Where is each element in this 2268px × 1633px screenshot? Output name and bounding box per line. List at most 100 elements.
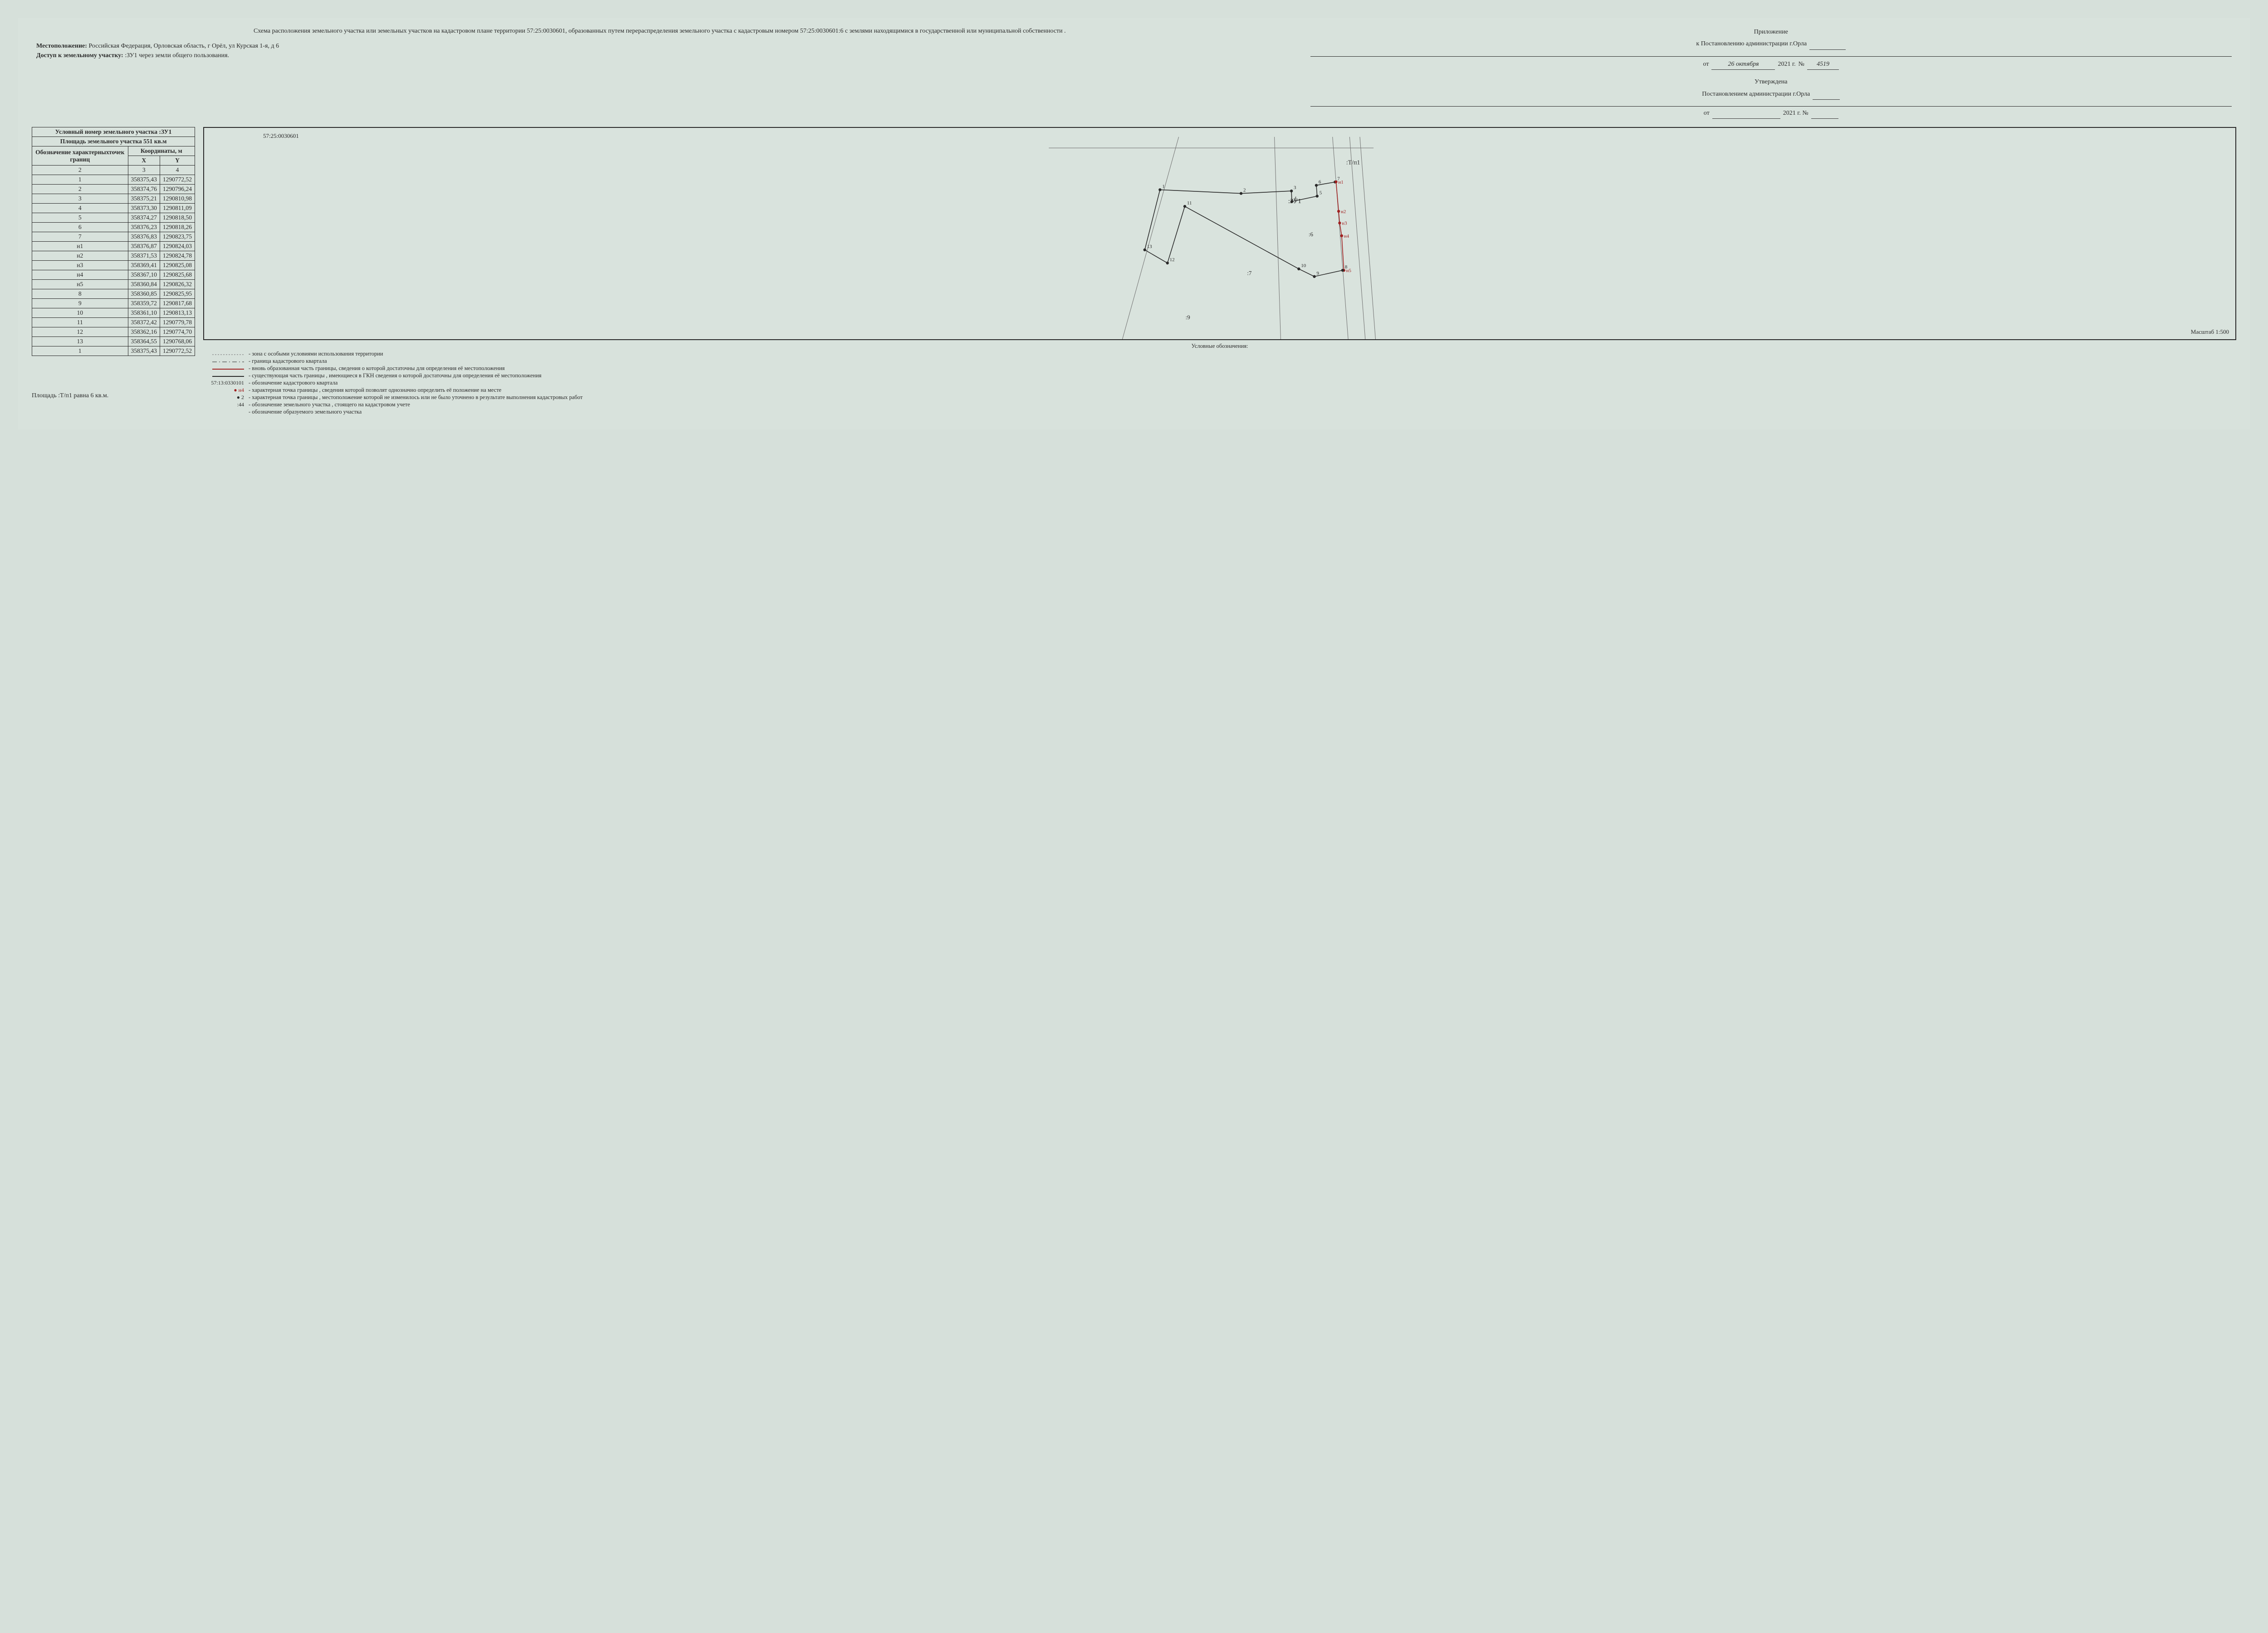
svg-text::6: :6 xyxy=(1309,231,1314,238)
table-cell: 358362,16 xyxy=(128,327,160,337)
approval-line2: Постановлением администрации г.Орла xyxy=(1702,89,1810,99)
table-cell: 1290774,70 xyxy=(160,327,195,337)
approval-year: 2021 г. xyxy=(1778,59,1795,69)
plan-svg: 1234567н1н2н3н4н58910111213:6:7:9:ЗУ1:Т/… xyxy=(204,128,2235,339)
location-value: Российская Федерация, Орловская область,… xyxy=(88,43,279,49)
table-row: 2358374,761290796,24 xyxy=(32,185,195,194)
table-cell: 358369,41 xyxy=(128,261,160,270)
svg-text:6: 6 xyxy=(1319,180,1321,185)
location-label: Местоположение: xyxy=(36,43,87,49)
svg-text:8: 8 xyxy=(1345,264,1348,270)
approval-year2: 2021 г. № xyxy=(1783,108,1809,118)
legend: Условные обозначения: - зона с особыми у… xyxy=(203,343,2236,415)
approval-blank1 xyxy=(1809,39,1846,49)
table-row: 8358360,851290825,95 xyxy=(32,289,195,299)
table-cell: 11 xyxy=(32,318,128,327)
legend-row: :44- обозначение земельного участка , ст… xyxy=(203,401,2236,408)
svg-text:11: 11 xyxy=(1187,200,1192,206)
table-cell: 1290768,06 xyxy=(160,337,195,346)
legend-text: - зона с особыми условиями использования… xyxy=(249,351,2236,357)
header-main-block: Схема расположения земельного участка ил… xyxy=(32,27,1288,119)
table-row: н3358369,411290825,08 xyxy=(32,261,195,270)
header-main-text: Схема расположения земельного участка ил… xyxy=(36,27,1283,36)
legend-row: - вновь образованная часть границы, свед… xyxy=(203,365,2236,372)
legend-symbol xyxy=(203,365,244,372)
svg-text:н1: н1 xyxy=(1338,180,1343,185)
approval-approved: Утверждена xyxy=(1310,77,2232,87)
approval-num: 4519 xyxy=(1807,59,1839,70)
svg-text:12: 12 xyxy=(1170,257,1175,263)
table-row: 1358375,431290772,52 xyxy=(32,175,195,185)
table-cell: н2 xyxy=(32,251,128,261)
table-row: н1358376,871290824,03 xyxy=(32,242,195,251)
table-row: 11358372,421290779,78 xyxy=(32,318,195,327)
table-cell: 358364,55 xyxy=(128,337,160,346)
table-cell: 358376,83 xyxy=(128,232,160,242)
table-row: 4358373,301290811,09 xyxy=(32,204,195,213)
legend-symbol: 57:13:0330101 xyxy=(203,380,244,386)
approval-blank4 xyxy=(1811,108,1838,119)
legend-symbol xyxy=(203,358,244,365)
svg-text:13: 13 xyxy=(1147,244,1152,249)
table-cell: 10 xyxy=(32,308,128,318)
table-idx4: 4 xyxy=(160,166,195,175)
table-cell: 358375,43 xyxy=(128,346,160,356)
legend-symbol: ● 2 xyxy=(203,394,244,401)
table-cell: 1290824,03 xyxy=(160,242,195,251)
table-cell: 1290825,08 xyxy=(160,261,195,270)
legend-text: - обозначение образуемого земельного уча… xyxy=(249,409,2236,415)
table-cell: 1290825,68 xyxy=(160,270,195,280)
coords-table: Условный номер земельного участка :ЗУ1 П… xyxy=(32,127,195,356)
table-cell: 358374,27 xyxy=(128,213,160,223)
access-label: Доступ к земельному участку: xyxy=(36,52,123,59)
legend-text: - обозначение земельного участка , стоящ… xyxy=(249,401,2236,408)
table-column: Условный номер земельного участка :ЗУ1 П… xyxy=(32,127,195,400)
approval-date: 26 октября xyxy=(1711,59,1775,70)
table-cell: 358360,84 xyxy=(128,280,160,289)
table-row: н4358367,101290825,68 xyxy=(32,270,195,280)
legend-text: - характерная точка границы , местополож… xyxy=(249,394,2236,401)
table-idx2: 2 xyxy=(32,166,128,175)
table-cell: 1 xyxy=(32,346,128,356)
table-cell: 358367,10 xyxy=(128,270,160,280)
table-row: 10358361,101290813,13 xyxy=(32,308,195,318)
legend-symbol xyxy=(203,351,244,357)
approval-blank3 xyxy=(1712,108,1780,119)
table-cell: 1290813,13 xyxy=(160,308,195,318)
table-h1: Условный номер земельного участка :ЗУ1 xyxy=(32,127,195,137)
table-row: 6358376,231290818,26 xyxy=(32,223,195,232)
svg-text:н4: н4 xyxy=(1344,234,1349,239)
svg-text::ЗУ1: :ЗУ1 xyxy=(1288,198,1301,205)
table-row: 3358375,211290810,98 xyxy=(32,194,195,204)
legend-row: - существующая часть границы , имеющиеся… xyxy=(203,372,2236,379)
legend-text: - граница кадастрового квартала xyxy=(249,358,2236,365)
table-hy: Y xyxy=(160,156,195,166)
table-row: 7358376,831290823,75 xyxy=(32,232,195,242)
table-cell: 12 xyxy=(32,327,128,337)
table-idx3: 3 xyxy=(128,166,160,175)
table-cell: н3 xyxy=(32,261,128,270)
approval-title: Приложение xyxy=(1310,27,2232,37)
table-cell: 1290825,95 xyxy=(160,289,195,299)
legend-row: - обозначение образуемого земельного уча… xyxy=(203,409,2236,415)
table-cell: 4 xyxy=(32,204,128,213)
area-note: Площадь :Т/п1 равна 6 кв.м. xyxy=(32,392,195,400)
svg-text::Т/п1: :Т/п1 xyxy=(1346,160,1360,166)
table-row: 9358359,721290817,68 xyxy=(32,299,195,308)
legend-row: 57:13:0330101- обозначение кадастрового … xyxy=(203,380,2236,386)
svg-text:10: 10 xyxy=(1301,263,1306,268)
approval-block: Приложение к Постановлению администрации… xyxy=(1306,27,2237,119)
table-h3a: Обозначение характерныхточек границ xyxy=(32,146,128,166)
legend-symbol: ● н4 xyxy=(203,387,244,394)
svg-text:3: 3 xyxy=(1294,185,1296,190)
legend-row: - граница кадастрового квартала xyxy=(203,358,2236,365)
table-cell: 358373,30 xyxy=(128,204,160,213)
legend-row: ● н4- характерная точка границы , сведен… xyxy=(203,387,2236,394)
plan-box: 1234567н1н2н3н4н58910111213:6:7:9:ЗУ1:Т/… xyxy=(203,127,2236,340)
table-cell: 3 xyxy=(32,194,128,204)
header-row: Схема расположения земельного участка ил… xyxy=(32,27,2236,119)
table-cell: н1 xyxy=(32,242,128,251)
access-value: :ЗУ1 через земли общего пользования. xyxy=(125,52,229,59)
table-row: 1358375,431290772,52 xyxy=(32,346,195,356)
table-hx: X xyxy=(128,156,160,166)
